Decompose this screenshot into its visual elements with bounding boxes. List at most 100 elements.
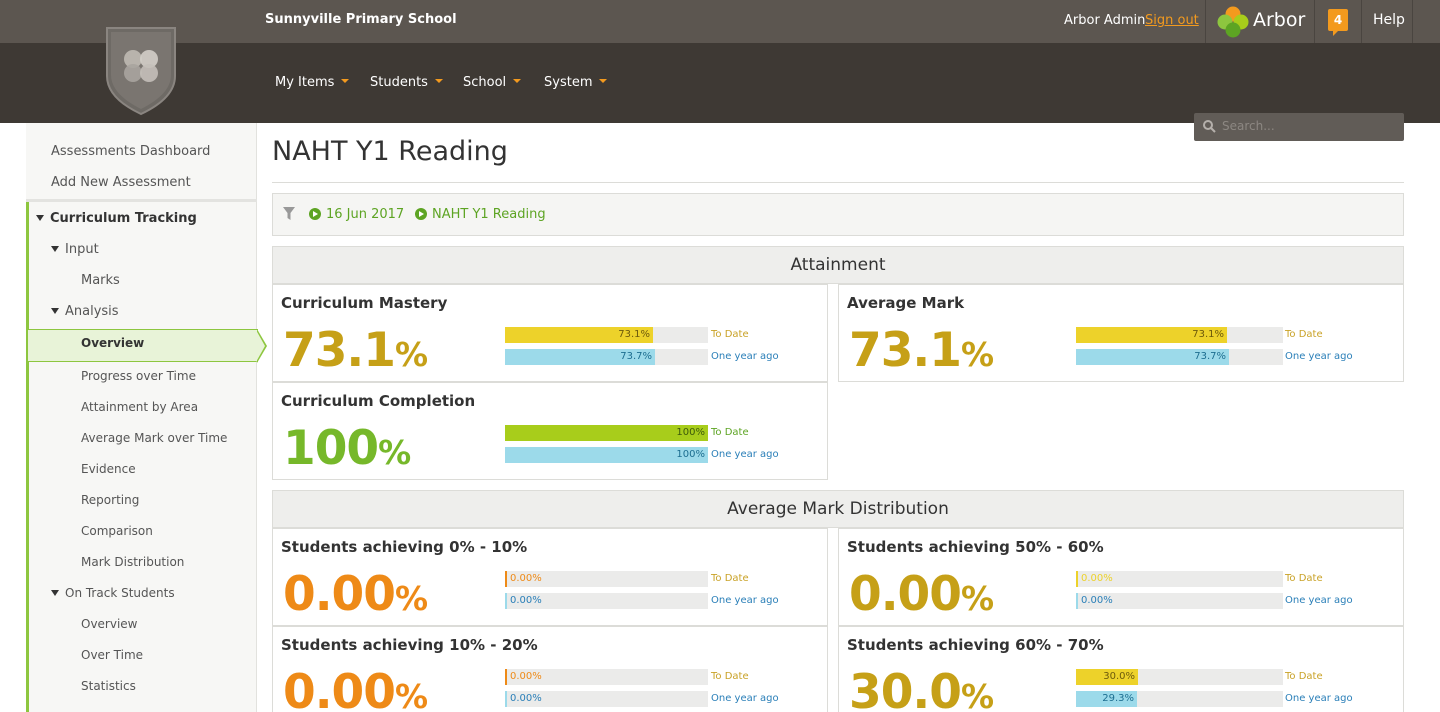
sidebar-item-comparison[interactable]: Comparison [81, 524, 153, 538]
today-caption: To Date [711, 427, 749, 438]
today-bar-fill [505, 669, 507, 685]
year-bar-label: 73.7% [1194, 351, 1226, 362]
filter-chip-assessment[interactable]: NAHT Y1 Reading [415, 207, 546, 222]
today-bar-track: 73.1% [1076, 327, 1283, 343]
nav-my-items-label: My Items [275, 75, 335, 90]
card-title: Curriculum Mastery [281, 294, 448, 312]
sidebar-item-input[interactable]: Input [51, 242, 99, 257]
sidebar-item-progress-over-time[interactable]: Progress over Time [81, 369, 196, 383]
school-crest-icon[interactable] [105, 26, 177, 116]
card-title: Students achieving 0% - 10% [281, 538, 528, 556]
sidebar-item-marks[interactable]: Marks [81, 273, 120, 288]
school-name: Sunnyville Primary School [265, 12, 457, 27]
today-bar-label: 0.00% [1081, 573, 1113, 584]
chevron-down-icon [513, 78, 522, 83]
year-bar-track: 0.00% [1076, 593, 1283, 609]
year-bar-fill [505, 593, 507, 609]
stat-card: Curriculum Mastery 73.1% 73.1% To Date 73.7%… [272, 284, 828, 382]
year-bar-track: 73.7% [1076, 349, 1283, 365]
today-bar-fill [505, 425, 708, 441]
today-bar-fill [505, 327, 653, 343]
today-bar-label: 0.00% [510, 671, 542, 682]
sidebar-item-analysis[interactable]: Analysis [51, 304, 119, 319]
sidebar-item-overview[interactable]: Overview [81, 336, 145, 350]
today-caption: To Date [711, 329, 749, 340]
card-value-unit: % [394, 579, 429, 618]
today-bar-fill [1076, 327, 1227, 343]
filter-icon[interactable] [283, 207, 295, 221]
card-title: Average Mark [847, 294, 965, 312]
active-pointer [256, 329, 267, 363]
chevron-down-icon [599, 78, 608, 83]
play-icon [415, 207, 427, 220]
card-value-unit: % [378, 433, 412, 472]
sidebar-item-average-mark-over-time[interactable]: Average Mark over Time [81, 431, 228, 445]
stat-card: Students achieving 50% - 60% 0.00% 0.00% To… [838, 528, 1404, 626]
nav-system[interactable]: System [544, 75, 608, 90]
section-rail [26, 202, 29, 712]
filter-chip-date[interactable]: 16 Jun 2017 [309, 207, 404, 222]
sign-out-link[interactable]: Sign out [1145, 13, 1199, 28]
today-bar-fill [505, 571, 507, 587]
sidebar-item-on-track-students[interactable]: On Track Students [51, 586, 175, 600]
today-bar-track: 30.0% [1076, 669, 1283, 685]
stat-card: Students achieving 10% - 20% 0.00% 0.00% To… [272, 626, 828, 712]
today-bar-fill [1076, 669, 1138, 685]
section-heading-distribution: Average Mark Distribution [272, 490, 1404, 528]
sidebar-item-label: Input [65, 242, 99, 257]
main-nav-bar [0, 43, 1440, 141]
arbor-brand[interactable]: Arbor [1253, 9, 1306, 31]
today-bar-label: 30.0% [1103, 671, 1135, 682]
card-value-unit: % [960, 579, 995, 618]
help-link[interactable]: Help [1373, 12, 1405, 28]
today-caption: To Date [1285, 329, 1323, 340]
card-value: 0.00% [283, 567, 428, 622]
arbor-logo-icon[interactable] [1216, 5, 1250, 39]
today-bar-track: 0.00% [505, 571, 708, 587]
sidebar-item-over-time[interactable]: Over Time [81, 648, 144, 662]
card-value: 0.00% [849, 567, 994, 622]
year-bar-label: 0.00% [1081, 595, 1113, 606]
chevron-down-icon [434, 78, 443, 83]
nav-my-items[interactable]: My Items [275, 75, 350, 90]
year-caption: One year ago [711, 449, 779, 460]
year-bar-fill [505, 691, 507, 707]
year-bar-fill [1076, 593, 1078, 609]
sidebar-item-mark-distribution[interactable]: Mark Distribution [81, 555, 185, 569]
card-value: 73.1% [849, 323, 994, 378]
year-bar-fill [1076, 349, 1229, 365]
today-caption: To Date [711, 573, 749, 584]
card-value-number: 30.0 [849, 665, 962, 712]
sidebar-item-reporting[interactable]: Reporting [81, 493, 140, 507]
card-value: 100% [283, 421, 411, 476]
card-value-number: 0.00 [849, 567, 962, 622]
sidebar-item-evidence[interactable]: Evidence [81, 462, 136, 476]
year-bar-track: 100% [505, 447, 708, 463]
sidebar-item-on-track-overview[interactable]: Overview [81, 617, 138, 631]
search-input[interactable] [1222, 119, 1392, 133]
card-title: Students achieving 60% - 70% [847, 636, 1104, 654]
divider [1412, 0, 1413, 43]
sidebar-item-add-new-assessment[interactable]: Add New Assessment [51, 175, 191, 190]
divider [272, 182, 1404, 183]
notification-badge[interactable]: 4 [1328, 9, 1348, 36]
card-value-number: 100 [283, 421, 379, 476]
today-bar-label: 73.1% [618, 329, 650, 340]
card-value-number: 0.00 [283, 567, 396, 622]
nav-system-label: System [544, 75, 593, 90]
sidebar-item-attainment-by-area[interactable]: Attainment by Area [81, 400, 199, 414]
sidebar-item-statistics[interactable]: Statistics [81, 679, 136, 693]
card-value-unit: % [394, 335, 429, 374]
nav-school[interactable]: School [463, 75, 522, 90]
card-value-unit: % [960, 335, 995, 374]
today-bar-track: 0.00% [1076, 571, 1283, 587]
card-value-number: 73.1 [283, 323, 396, 378]
nav-students[interactable]: Students [370, 75, 443, 90]
search-box[interactable] [1194, 113, 1404, 141]
year-bar-track: 73.7% [505, 349, 708, 365]
sidebar-item-assessments-dashboard[interactable]: Assessments Dashboard [51, 144, 211, 159]
sidebar-item-curriculum-tracking[interactable]: Curriculum Tracking [36, 211, 197, 226]
caret-down-icon [36, 214, 44, 221]
year-bar-label: 100% [676, 449, 705, 460]
today-bar-label: 0.00% [510, 573, 542, 584]
